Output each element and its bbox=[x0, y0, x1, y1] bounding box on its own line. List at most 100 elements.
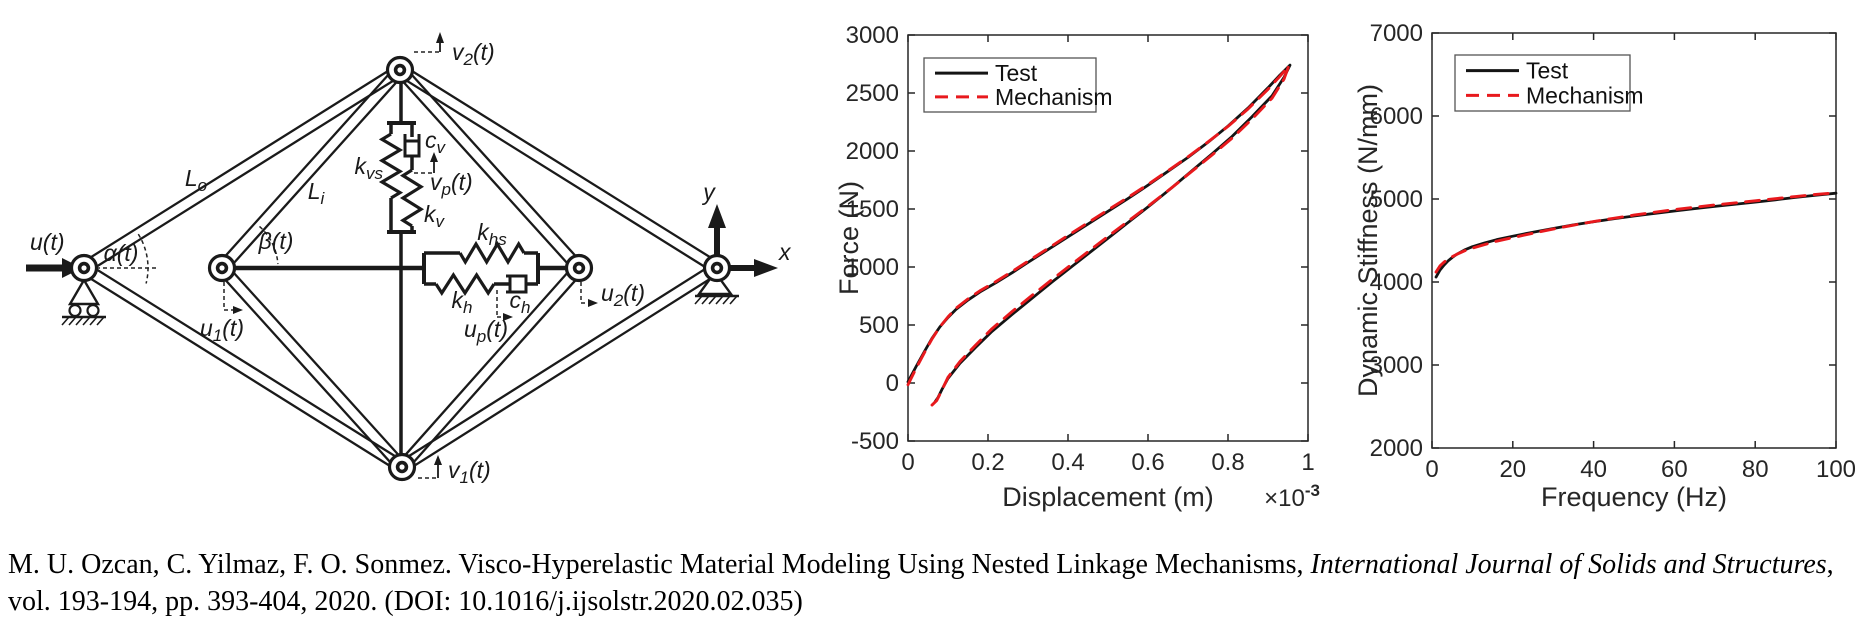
dynamic-stiffness-y-tick-label: 2000 bbox=[1370, 435, 1423, 462]
right-support-triangle bbox=[696, 269, 734, 296]
force-displacement-legend-label: Test bbox=[995, 60, 1038, 86]
force-displacement-x-tick-label: 0.4 bbox=[1051, 449, 1084, 476]
dynamic-stiffness-x-tick-label: 100 bbox=[1816, 456, 1856, 483]
force-displacement-x-tick-label: 0.8 bbox=[1211, 449, 1244, 476]
dynamic-stiffness-series-mechanism bbox=[1434, 191, 1838, 274]
force-displacement-chart: 0 0.2 0.4 0.6 0.8 1-5000500100015002000250030… bbox=[834, 22, 1320, 512]
force-displacement-y-tick-label: 2500 bbox=[846, 80, 899, 107]
pin-joint-hole bbox=[219, 265, 225, 271]
force-displacement-x-tick-label: 0.6 bbox=[1131, 449, 1164, 476]
dynamic-stiffness-y-tick-label: 7000 bbox=[1370, 20, 1423, 47]
link-bar-edge bbox=[395, 56, 592, 274]
force-displacement-series-mechanism bbox=[906, 64, 1291, 407]
force-displacement-y-tick-label: 1500 bbox=[846, 196, 899, 223]
dynamic-stiffness-legend-box bbox=[1454, 54, 1631, 112]
dynamic-stiffness-chart: 0 20 40 60 80 100 2000 3000 4000 5000 6000 7000 Test… bbox=[1355, 20, 1856, 512]
link-bar-edge bbox=[70, 57, 408, 271]
dynamic-stiffness-legend-label: Mechanism bbox=[1526, 82, 1644, 108]
force-displacement-y-tick-label: 500 bbox=[859, 312, 899, 339]
right-support-hatch bbox=[722, 295, 731, 305]
dynamic-stiffness-xlabel: Frequency (Hz) bbox=[1541, 482, 1727, 512]
dynamic-stiffness-x-tick-label: 40 bbox=[1580, 456, 1607, 483]
label-y-axis: y bbox=[701, 179, 716, 205]
spring-kv bbox=[399, 168, 425, 228]
dynamic-stiffness-y-tick-label: 4000 bbox=[1370, 269, 1423, 296]
label-spring-khs: khs bbox=[477, 219, 507, 249]
force-displacement-xlabel: Displacement (m) bbox=[1002, 482, 1214, 512]
label-u-input: u(t) bbox=[30, 229, 65, 255]
label-inner-link-length: Li bbox=[308, 178, 326, 208]
force-displacement-ylabel: Force (N) bbox=[834, 181, 864, 295]
v1-arrowhead bbox=[434, 455, 442, 465]
dynamic-stiffness-x-tick-label: 20 bbox=[1499, 456, 1526, 483]
force-displacement-legend-label: Mechanism bbox=[995, 84, 1113, 110]
label-spring-kvs: kvs bbox=[355, 153, 384, 183]
damper-cv-cylinder bbox=[403, 134, 421, 158]
label-v1-displacement: v1(t) bbox=[448, 457, 491, 487]
link-bar-edge bbox=[209, 56, 405, 275]
dynamic-stiffness-series-test bbox=[1434, 191, 1838, 279]
label-spring-kh: kh bbox=[452, 287, 473, 317]
label-up-displacement: up(t) bbox=[464, 316, 508, 346]
mechanism-linkage-geometry bbox=[26, 32, 778, 482]
link-bar-edge bbox=[217, 254, 415, 473]
dynamic-stiffness-legend-label: Test bbox=[1526, 58, 1569, 84]
link-bar-edge bbox=[387, 64, 584, 282]
right-support-hatch bbox=[729, 295, 738, 305]
dynamic-stiffness-y-tick-label: 5000 bbox=[1370, 186, 1423, 213]
pin-joint-hole bbox=[399, 464, 405, 470]
pin-joint-hole bbox=[576, 265, 582, 271]
force-displacement-x-multiplier: ×10-3 bbox=[1264, 481, 1320, 512]
link-bar-edge bbox=[217, 63, 413, 282]
link-bar-edge bbox=[209, 262, 407, 481]
label-x-axis: x bbox=[778, 239, 792, 265]
label-u1-displacement: u1(t) bbox=[200, 315, 244, 345]
spring-kvs bbox=[378, 132, 404, 200]
link-bar-edge bbox=[76, 67, 414, 281]
force-displacement-legend-box bbox=[923, 57, 1097, 113]
spring-khs bbox=[458, 240, 526, 266]
left-support-triangle bbox=[67, 277, 101, 306]
pin-joint-hole bbox=[81, 265, 87, 271]
left-support-hatch bbox=[89, 316, 98, 326]
link-bar-edge bbox=[392, 58, 731, 271]
label-v2-displacement: v2(t) bbox=[452, 39, 495, 69]
right-support-hatch bbox=[701, 295, 710, 305]
pin-joint-hole bbox=[714, 265, 720, 271]
citation-line-2: vol. 193-194, pp. 393-404, 2020. (DOI: 1… bbox=[8, 586, 803, 617]
up-arrowhead bbox=[503, 313, 513, 321]
label-vp-displacement: vp(t) bbox=[430, 169, 473, 199]
u2-arrowhead bbox=[588, 299, 598, 307]
left-support-hatch bbox=[75, 316, 84, 326]
force-displacement-x-tick-label: 0 bbox=[901, 449, 914, 476]
y-axis-arrowhead bbox=[708, 204, 726, 228]
force-displacement-y-tick-label: 2000 bbox=[846, 138, 899, 165]
dynamic-stiffness-x-tick-label: 80 bbox=[1742, 456, 1769, 483]
link-bar-edge bbox=[70, 265, 410, 480]
force-displacement-y-tick-label: -500 bbox=[851, 428, 899, 455]
alpha-angle-arc bbox=[137, 233, 149, 284]
u1-arrowhead bbox=[233, 306, 243, 314]
x-axis-arrowhead bbox=[754, 259, 778, 277]
label-damper-cv: cv bbox=[425, 127, 447, 157]
pin-joint-hole bbox=[397, 67, 403, 73]
left-support-roller bbox=[68, 303, 82, 318]
force-displacement-y-tick-label: 3000 bbox=[846, 22, 899, 49]
left-support-hatch bbox=[68, 316, 77, 326]
force-displacement-y-tick-label: 0 bbox=[886, 370, 899, 397]
label-beta-angle: β(t) bbox=[258, 228, 294, 254]
link-bar-edge bbox=[76, 255, 416, 470]
dynamic-stiffness-y-tick-label: 6000 bbox=[1370, 103, 1423, 130]
label-u2-displacement: u2(t) bbox=[601, 280, 645, 310]
left-support-hatch bbox=[61, 316, 70, 326]
mechanism-diagram: u(t) α(t) β(t) Lo Li u1(t) u2(t) v2(t) v… bbox=[26, 32, 792, 487]
label-alpha-angle: α(t) bbox=[104, 240, 139, 266]
right-support-hatch bbox=[715, 295, 724, 305]
left-support-hatch bbox=[96, 316, 105, 326]
link-bar-edge bbox=[389, 254, 584, 474]
right-support-hatch bbox=[708, 295, 717, 305]
dynamic-stiffness-y-tick-label: 3000 bbox=[1370, 352, 1423, 379]
force-displacement-x-tick-label: 0.2 bbox=[971, 449, 1004, 476]
vp-arrowhead bbox=[430, 152, 438, 162]
label-spring-kv: kv bbox=[424, 201, 446, 231]
